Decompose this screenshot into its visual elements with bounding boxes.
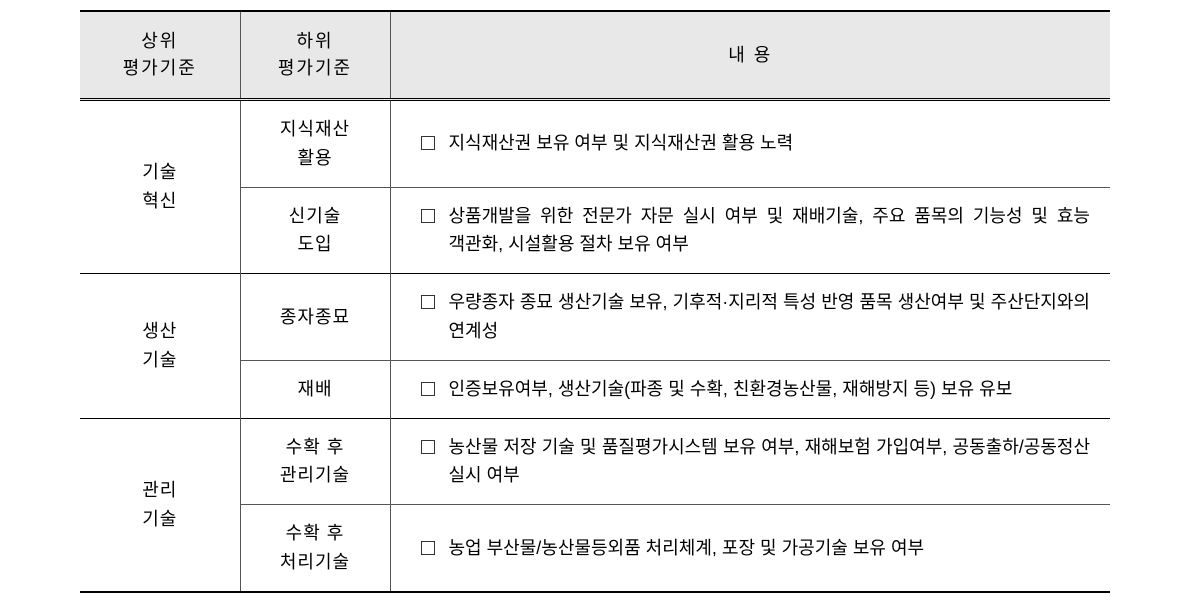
content-text: 지식재산권 보유 여부 및 지식재산권 활용 노력 <box>449 129 1091 158</box>
square-bullet-icon <box>421 295 435 309</box>
table-header-row: 상위평가기준 하위평가기준 내 용 <box>80 11 1110 100</box>
lower-criteria-cell: 수확 후처리기술 <box>240 505 390 592</box>
lower-criteria-cell: 신기술도입 <box>240 187 390 274</box>
square-bullet-icon <box>421 541 435 555</box>
table-row: 생산기술종자종묘우량종자 종묘 생산기술 보유, 기후적·지리적 특성 반영 품… <box>80 274 1110 361</box>
content-cell: 지식재산권 보유 여부 및 지식재산권 활용 노력 <box>390 100 1110 188</box>
content-cell: 농업 부산물/농산물등외품 처리체계, 포장 및 가공기술 보유 여부 <box>390 505 1110 592</box>
content-text: 인증보유여부, 생산기술(파종 및 수확, 친환경농산물, 재해방지 등) 보유… <box>449 375 1091 404</box>
square-bullet-icon <box>421 440 435 454</box>
content-cell: 인증보유여부, 생산기술(파종 및 수확, 친환경농산물, 재해방지 등) 보유… <box>390 360 1110 418</box>
content-text: 우량종자 종묘 생산기술 보유, 기후적·지리적 특성 반영 품목 생산여부 및… <box>449 288 1091 346</box>
square-bullet-icon <box>421 382 435 396</box>
lower-criteria-cell: 재배 <box>240 360 390 418</box>
header-content: 내 용 <box>390 11 1110 100</box>
upper-criteria-cell: 생산기술 <box>80 274 240 418</box>
header-upper-criteria: 상위평가기준 <box>80 11 240 100</box>
content-cell: 상품개발을 위한 전문가 자문 실시 여부 및 재배기술, 주요 품목의 기능성… <box>390 187 1110 274</box>
lower-criteria-cell: 수확 후관리기술 <box>240 418 390 505</box>
content-cell: 우량종자 종묘 생산기술 보유, 기후적·지리적 특성 반영 품목 생산여부 및… <box>390 274 1110 361</box>
table-body: 기술혁신지식재산활용 지식재산권 보유 여부 및 지식재산권 활용 노력신기술도입… <box>80 100 1110 592</box>
content-cell: 농산물 저장 기술 및 품질평가시스템 보유 여부, 재해보험 가입여부, 공동… <box>390 418 1110 505</box>
upper-criteria-cell: 관리기술 <box>80 418 240 592</box>
table-row: 관리기술수확 후관리기술농산물 저장 기술 및 품질평가시스템 보유 여부, 재… <box>80 418 1110 505</box>
upper-criteria-cell: 기술혁신 <box>80 100 240 274</box>
content-text: 농산물 저장 기술 및 품질평가시스템 보유 여부, 재해보험 가입여부, 공동… <box>449 433 1091 491</box>
table-row: 기술혁신지식재산활용지식재산권 보유 여부 및 지식재산권 활용 노력 <box>80 100 1110 188</box>
content-text: 농업 부산물/농산물등외품 처리체계, 포장 및 가공기술 보유 여부 <box>449 534 1091 563</box>
content-text: 상품개발을 위한 전문가 자문 실시 여부 및 재배기술, 주요 품목의 기능성… <box>449 202 1091 260</box>
square-bullet-icon <box>421 136 435 150</box>
lower-criteria-cell: 지식재산활용 <box>240 100 390 188</box>
evaluation-table: 상위평가기준 하위평가기준 내 용 기술혁신지식재산활용 지식재산권 보유 여부 … <box>80 10 1110 593</box>
square-bullet-icon <box>421 209 435 223</box>
evaluation-table-container: 상위평가기준 하위평가기준 내 용 기술혁신지식재산활용 지식재산권 보유 여부 … <box>80 10 1110 593</box>
header-lower-criteria: 하위평가기준 <box>240 11 390 100</box>
lower-criteria-cell: 종자종묘 <box>240 274 390 361</box>
